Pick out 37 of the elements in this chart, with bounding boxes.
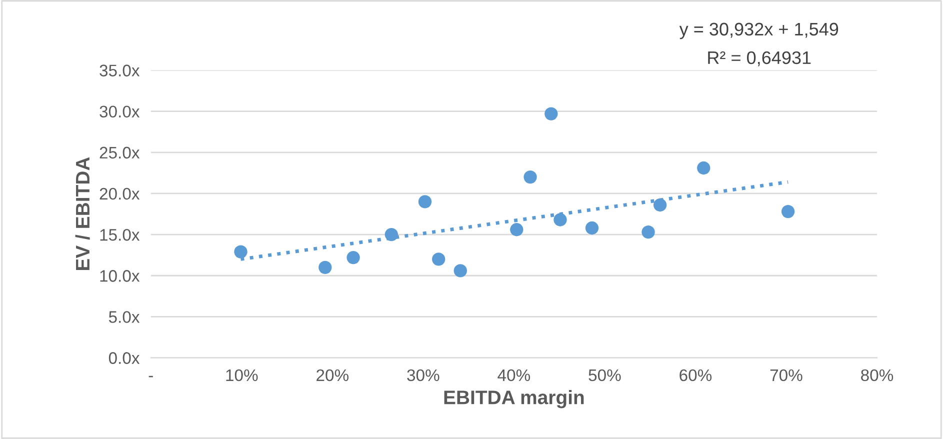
y-tick-label: 25.0x [100, 146, 140, 159]
point [781, 204, 795, 218]
x-tick-label: 20% [316, 369, 348, 382]
x-tick-label: - [148, 376, 153, 378]
point [346, 250, 360, 264]
point [318, 260, 332, 274]
y-tick-label: 0.0x [108, 352, 140, 364]
x-tick-label: 80% [861, 369, 894, 382]
x-tick-label: 60% [680, 369, 712, 382]
text: y = 30,932x + 1,549 [679, 22, 838, 40]
y-axis-title: EV / EBITDA [75, 157, 90, 270]
y-tick-label: 20.0x [100, 188, 140, 200]
point [418, 195, 432, 208]
point [642, 226, 655, 239]
point [554, 213, 567, 226]
point [454, 264, 467, 278]
y-tick-label: 5.0x [108, 311, 140, 323]
x-tick-label: 70% [770, 369, 802, 382]
point [585, 221, 599, 235]
point [653, 198, 667, 212]
x-tick-label: 30% [407, 369, 440, 382]
x-tick-label: 50% [588, 369, 621, 382]
point [544, 107, 558, 120]
point [697, 161, 710, 175]
point [510, 223, 524, 236]
x-axis-title: EBITDA margin [444, 390, 584, 408]
point [384, 228, 398, 242]
x-tick-label: 40% [498, 369, 530, 382]
x-tick-label: 10% [226, 369, 258, 382]
point [234, 245, 248, 258]
y-tick-label: 15.0x [100, 228, 140, 241]
y-tick-label: 10.0x [100, 270, 140, 282]
text: R² = 0,64931 [708, 51, 811, 66]
point [524, 170, 537, 184]
y-tick-label: 30.0x [100, 106, 140, 118]
y-tick-label: 35.0x [100, 64, 140, 76]
point [432, 252, 446, 266]
